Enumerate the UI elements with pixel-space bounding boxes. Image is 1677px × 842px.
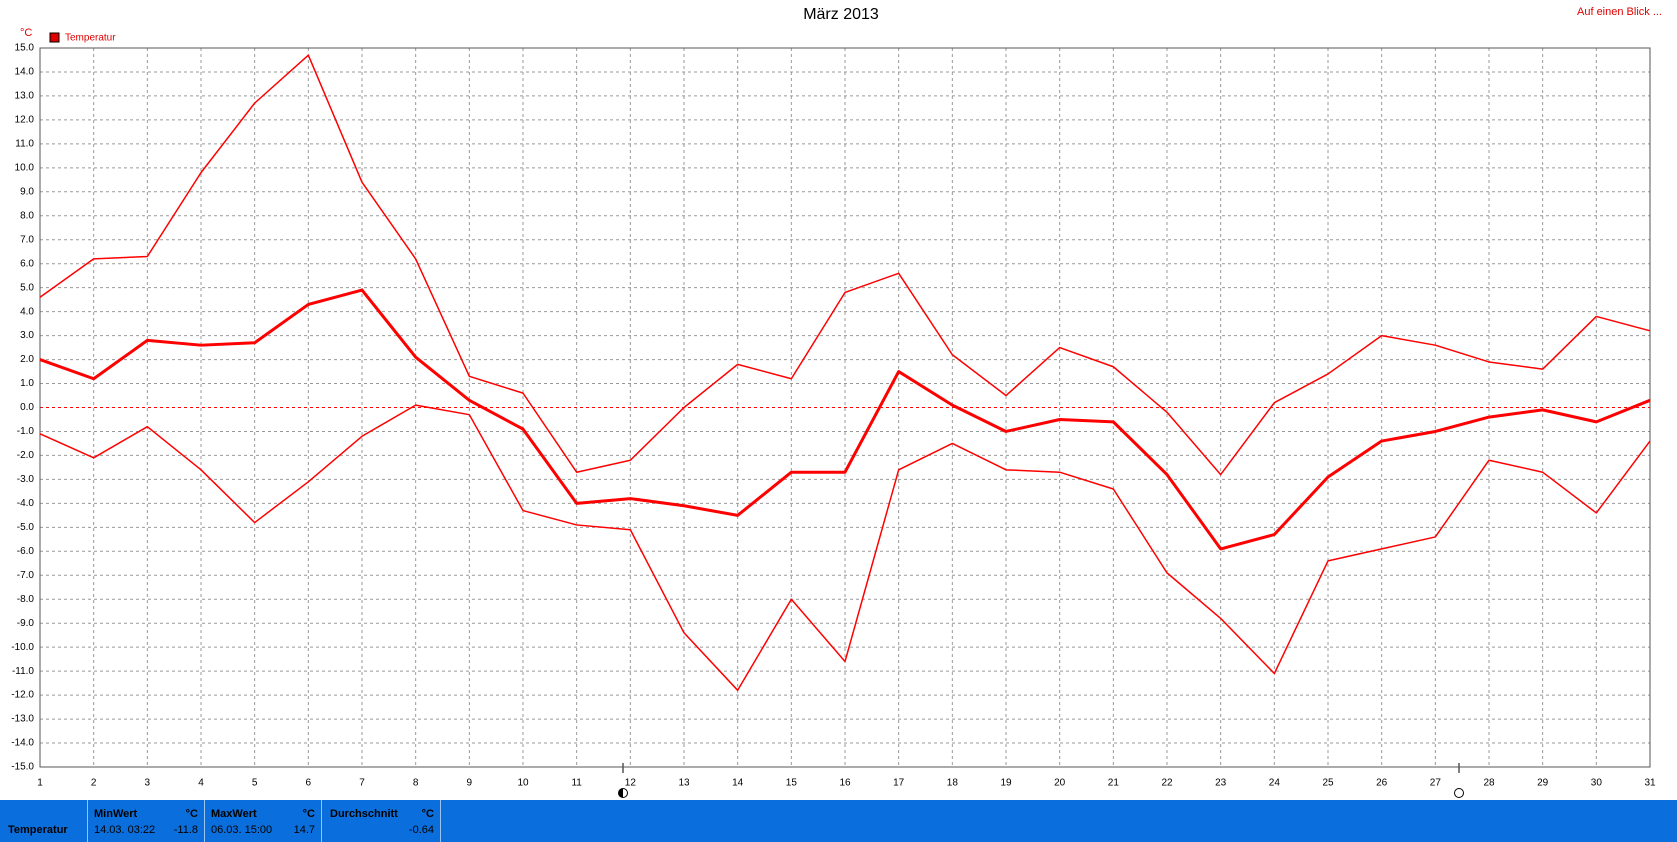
row-label: Temperatur <box>8 824 68 836</box>
x-tick-label: 21 <box>1108 778 1120 789</box>
x-tick-label: 31 <box>1644 778 1656 789</box>
chart-title: März 2013 <box>803 6 879 23</box>
x-tick-label: 16 <box>839 778 851 789</box>
legend-label: Temperatur <box>65 33 116 44</box>
y-tick-label: 3.0 <box>20 330 34 341</box>
header: MinWert <box>94 808 138 820</box>
x-tick-label: 9 <box>467 778 473 789</box>
x-tick-label: 27 <box>1430 778 1442 789</box>
x-tick-label: 20 <box>1054 778 1066 789</box>
x-tick-label: 3 <box>145 778 151 789</box>
y-tick-label: 8.0 <box>20 210 34 221</box>
temperature-line <box>39 54 1651 476</box>
x-tick-label: 7 <box>359 778 365 789</box>
x-tick-label: 8 <box>413 778 419 789</box>
y-tick-label: -1.0 <box>17 426 35 437</box>
temperature-line <box>39 288 1651 551</box>
x-tick-label: 2 <box>91 778 97 789</box>
x-tick-label: 26 <box>1376 778 1388 789</box>
y-tick-label: 13.0 <box>15 91 35 102</box>
y-tick-label: 11.0 <box>15 139 34 150</box>
x-tick-label: 6 <box>306 778 312 789</box>
y-tick-label: 14.0 <box>15 67 35 78</box>
x-tick-label: 25 <box>1322 778 1334 789</box>
y-unit: °C <box>20 27 32 39</box>
x-tick-label: 17 <box>893 778 905 789</box>
y-tick-label: -10.0 <box>11 642 34 653</box>
y-tick-label: 0.0 <box>20 402 34 413</box>
time: 06.03. 15:00 <box>211 824 273 836</box>
x-tick-label: 13 <box>678 778 690 789</box>
unit: °C <box>185 808 198 820</box>
x-tick-label: 12 <box>625 778 637 789</box>
moon-icon <box>1454 788 1464 798</box>
x-tick-label: 22 <box>1161 778 1173 789</box>
unit: °C <box>421 808 434 820</box>
x-tick-label: 24 <box>1269 778 1281 789</box>
time: 14.03. 03:22 <box>94 824 156 836</box>
y-tick-label: 12.0 <box>15 115 35 126</box>
y-tick-label: 2.0 <box>20 354 34 365</box>
x-tick-label: 14 <box>732 778 744 789</box>
x-tick-label: 1 <box>37 778 43 789</box>
header: Durchschnitt <box>330 808 398 820</box>
y-tick-label: -14.0 <box>11 738 34 749</box>
x-tick-label: 18 <box>947 778 959 789</box>
y-tick-label: 6.0 <box>20 258 34 269</box>
x-tick-label: 29 <box>1537 778 1549 789</box>
y-tick-label: -12.0 <box>11 690 34 701</box>
plot-frame <box>39 47 1651 768</box>
temperature-line <box>39 404 1651 692</box>
x-tick-label: 11 <box>571 778 582 789</box>
value: -11.8 <box>173 824 198 836</box>
y-tick-label: -8.0 <box>17 594 35 605</box>
y-tick-label: 5.0 <box>20 282 34 293</box>
x-tick-label: 23 <box>1215 778 1227 789</box>
y-tick-label: -4.0 <box>17 498 35 509</box>
y-tick-label: -11.0 <box>12 666 34 677</box>
value: 14.7 <box>293 824 315 836</box>
y-tick-label: -7.0 <box>17 570 35 581</box>
y-tick-label: 4.0 <box>20 306 34 317</box>
y-tick-label: -3.0 <box>17 474 35 485</box>
chart: März 2013 Auf einen Blick ... °C Tempera… <box>11 6 1662 798</box>
summary-bar: Temperatur MinWert °C 14.03. 03:22 -11.8… <box>0 800 1677 842</box>
x-tick-label: 10 <box>517 778 529 789</box>
y-tick-label: 7.0 <box>20 234 34 245</box>
y-tick-label: -5.0 <box>17 522 35 533</box>
unit: °C <box>302 808 315 820</box>
x-tick-label: 19 <box>1000 778 1012 789</box>
y-tick-label: 1.0 <box>20 378 34 389</box>
y-tick-label: -6.0 <box>17 546 35 557</box>
overview-link[interactable]: Auf einen Blick ... <box>1577 6 1662 18</box>
legend-swatch <box>49 32 60 43</box>
x-tick-label: 15 <box>786 778 798 789</box>
x-tick-label: 30 <box>1591 778 1603 789</box>
y-tick-label: -9.0 <box>17 618 35 629</box>
y-tick-label: 15.0 <box>15 43 35 54</box>
x-tick-label: 5 <box>252 778 258 789</box>
y-tick-label: 10.0 <box>15 162 35 173</box>
moon-icon <box>618 788 623 798</box>
x-tick-label: 28 <box>1483 778 1495 789</box>
x-tick-label: 4 <box>198 778 204 789</box>
value: -0.64 <box>408 824 434 836</box>
y-tick-label: -13.0 <box>11 714 34 725</box>
y-tick-label: -2.0 <box>17 450 35 461</box>
y-tick-label: 9.0 <box>20 186 34 197</box>
y-tick-label: -15.0 <box>11 762 34 773</box>
header: MaxWert <box>211 808 257 820</box>
